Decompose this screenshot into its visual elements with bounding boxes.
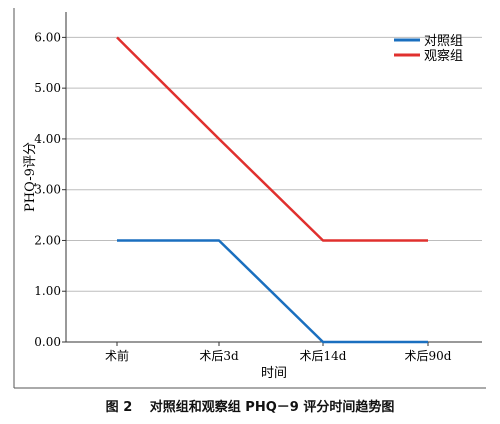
x-tick-label: 术后14d bbox=[300, 349, 347, 363]
x-tick-label: 术前 bbox=[105, 348, 129, 363]
series-lines bbox=[116, 36, 429, 344]
figure-caption: 图 2 对照组和观察组 PHQ－9 评分时间趋势图 bbox=[105, 400, 395, 415]
y-tick-label: 6.00 bbox=[34, 30, 61, 44]
y-tick-label: 4.00 bbox=[34, 132, 61, 146]
y-tick-label: 5.00 bbox=[34, 81, 61, 95]
y-tick-label: 1.00 bbox=[34, 284, 61, 298]
y-axis-title: PHQ-9评分 bbox=[23, 142, 38, 212]
axis-labels: 时间 PHQ-9评分 bbox=[23, 142, 287, 381]
y-tick-label: 0.00 bbox=[34, 335, 61, 349]
series-line-1 bbox=[117, 239, 428, 344]
series-line-2 bbox=[116, 36, 428, 242]
legend-label: 对照组 bbox=[424, 34, 463, 49]
legend-label: 观察组 bbox=[424, 49, 463, 64]
axes: 0.00 1.00 2.00 3.00 4.00 5.00 6.00 术前 术后3d 术后14d 术… bbox=[34, 12, 482, 363]
x-tick-label: 术后3d bbox=[199, 349, 239, 363]
grid-lines bbox=[66, 36, 482, 292]
y-tick-label: 2.00 bbox=[34, 233, 61, 247]
x-tick-label: 术后90d bbox=[405, 349, 452, 363]
chart-frame bbox=[13, 8, 486, 389]
x-axis-title: 时间 bbox=[261, 366, 287, 381]
y-tick-label: 3.00 bbox=[34, 183, 61, 197]
